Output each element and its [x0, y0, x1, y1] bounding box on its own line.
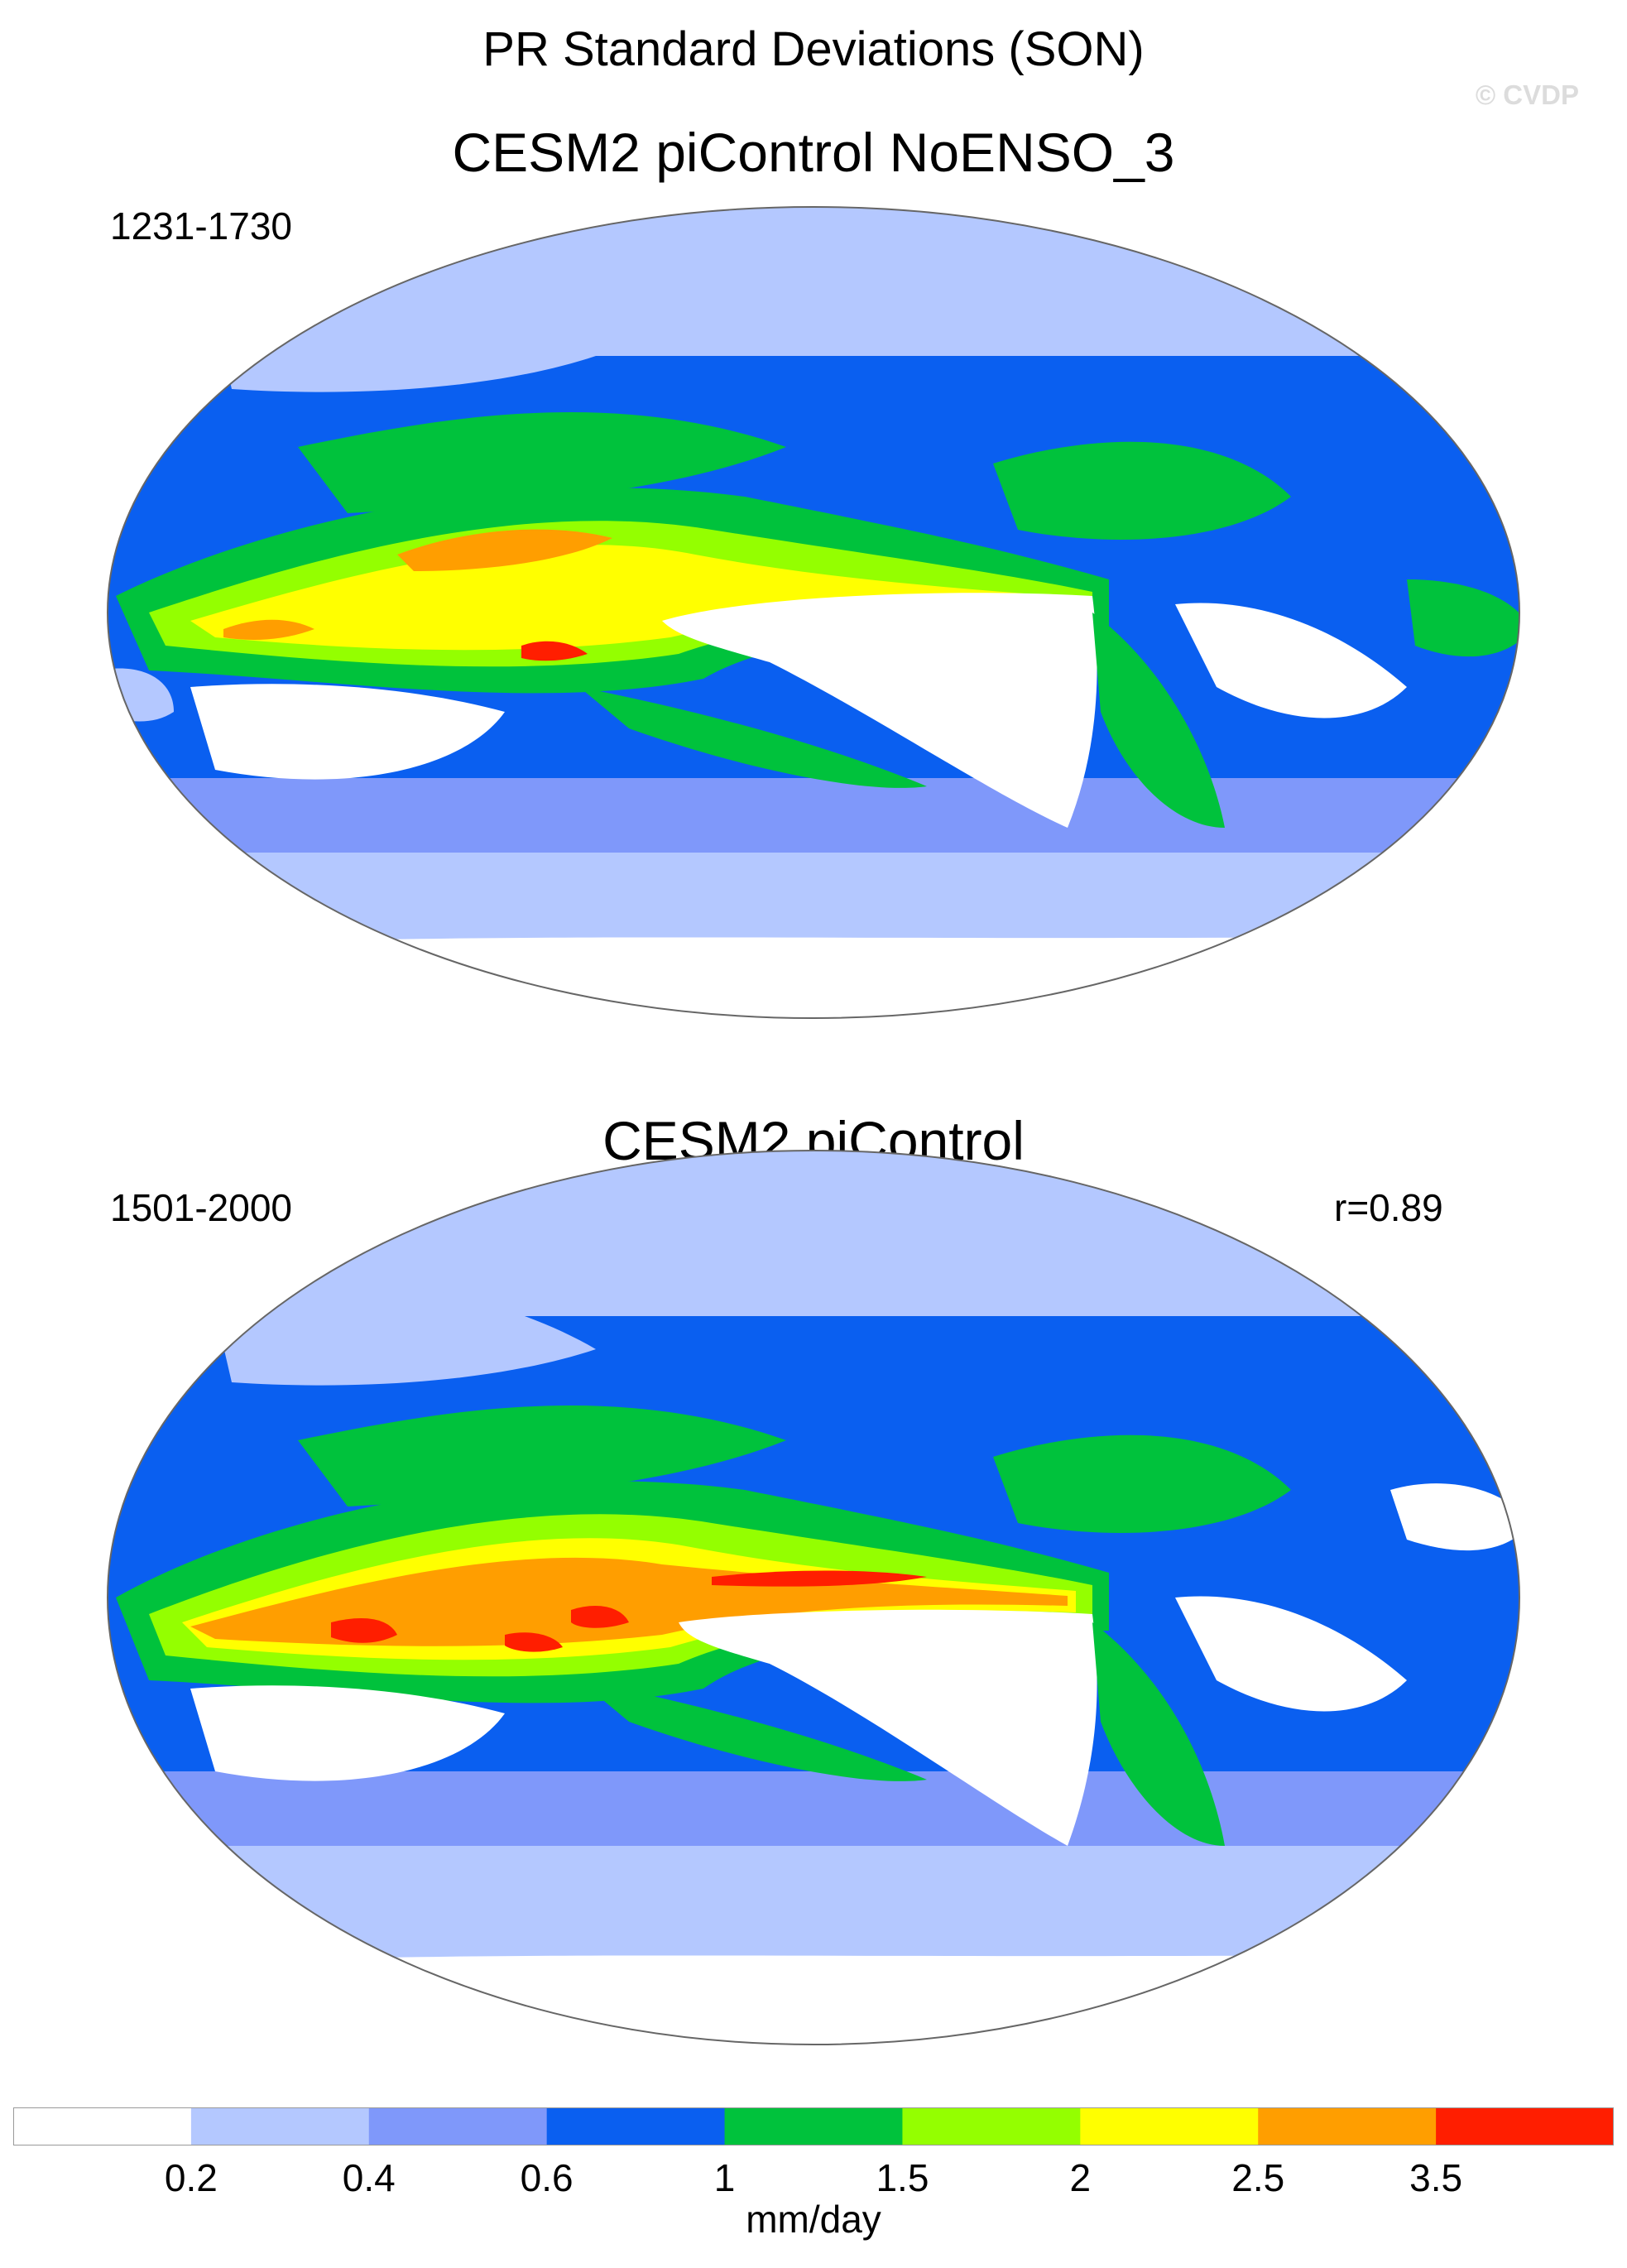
colorbar-swatch	[368, 2107, 548, 2145]
colorbar-swatch	[902, 2107, 1081, 2145]
watermark-label: © CVDP	[1475, 79, 1579, 110]
colorbar-ticks: 0.2 0.4 0.6 1 1.5 2 2.5 3.5	[0, 2155, 1627, 2205]
panel-1-years: 1231-1730	[110, 204, 292, 247]
colorbar-tick-label: 0.2	[164, 2156, 218, 2199]
figure-title: PR Standard Deviations (SON)	[482, 22, 1145, 76]
panel-2-years: 1501-2000	[110, 1186, 292, 1229]
colorbar-swatch	[546, 2107, 726, 2145]
colorbar-swatch	[1080, 2107, 1259, 2145]
colorbar-units: mm/day	[746, 2198, 881, 2241]
colorbar-tick-label: 1	[713, 2156, 736, 2199]
colorbar-frame	[13, 2107, 1614, 2145]
colorbar-swatch	[1436, 2107, 1614, 2145]
colorbar-tick-label: 0.6	[520, 2156, 574, 2199]
colorbar-tick-label: 2.5	[1231, 2156, 1285, 2199]
colorbar-swatch	[13, 2107, 192, 2145]
colorbar-swatch	[1258, 2107, 1437, 2145]
colorbar-swatch	[190, 2107, 370, 2145]
colorbar-tick-label: 0.4	[342, 2156, 396, 2199]
colorbar-swatch	[724, 2107, 903, 2145]
colorbar-tick-label: 1.5	[876, 2156, 929, 2199]
colorbar-tick-label: 2	[1069, 2156, 1092, 2199]
colorbar-tick-label: 3.5	[1409, 2156, 1463, 2199]
colorbar	[13, 2107, 1614, 2145]
panel-2-correlation: r=0.89	[1334, 1186, 1443, 1229]
panel-1-title: CESM2 piControl NoENSO_3	[452, 122, 1175, 183]
